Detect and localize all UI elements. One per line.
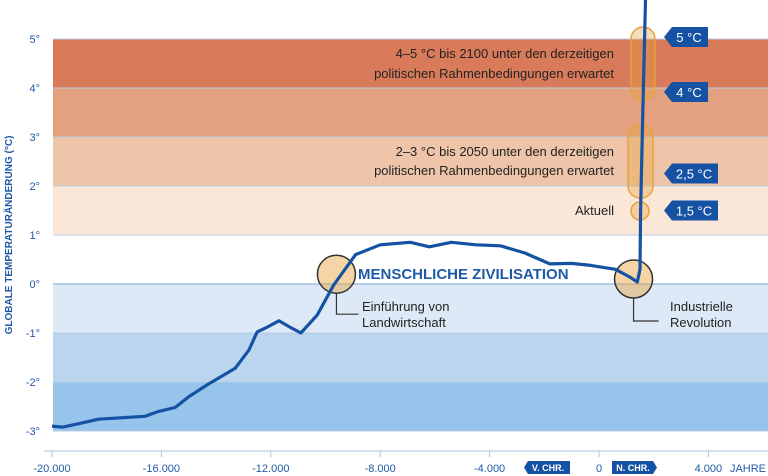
y-axis-label: GLOBALE TEMPERATURÄNDERUNG (°C) [2, 136, 15, 335]
ad-label: N. CHR. [616, 463, 650, 473]
value-tag [664, 200, 718, 221]
y-tick-label: 3° [29, 132, 40, 144]
value-tag-label: 1,5 °C [676, 204, 712, 219]
y-tick-label: -3° [26, 426, 40, 438]
value-tag [664, 27, 708, 47]
temperature-line [51, 0, 648, 429]
temperature-band [53, 333, 768, 382]
y-tick-label: 2° [29, 181, 40, 193]
leader-line [335, 293, 359, 315]
x-tick-label: 4.000 [695, 463, 723, 475]
agriculture-label: Einführung von [362, 299, 449, 314]
y-tick-label: 1° [29, 230, 40, 242]
x-tick-label: -8.000 [365, 463, 396, 475]
temperature-band [53, 137, 768, 186]
leader-line [632, 298, 659, 322]
range-45-label: 4–5 °C bis 2100 unter den derzeitigen [396, 46, 614, 61]
temperature-band [53, 284, 768, 333]
x-tick-label: -4.000 [474, 463, 505, 475]
value-tag-label: 4 °C [676, 85, 701, 100]
range-23-label: 2–3 °C bis 2050 unter den derzeitigen [396, 144, 614, 159]
ad-tag [612, 461, 657, 474]
industrial-label: Revolution [670, 315, 731, 330]
y-tick-label: 0° [29, 279, 40, 291]
y-tick-label: -1° [26, 328, 40, 340]
x-axis-label: JAHRE [730, 463, 766, 475]
x-tick-label: -12.000 [252, 463, 289, 475]
y-tick-label: 4° [29, 83, 40, 95]
value-tag-label: 5 °C [676, 30, 701, 45]
temperature-band [53, 382, 768, 431]
temperature-band [53, 88, 768, 137]
x-tick-label: -20.000 [33, 463, 70, 475]
x-tick-label: 0 [596, 463, 602, 475]
industrial-label: Industrielle [670, 299, 733, 314]
x-tick-label: -16.000 [143, 463, 180, 475]
range-45-label: politischen Rahmenbedingungen erwartet [374, 66, 614, 81]
range-23-label: politischen Rahmenbedingungen erwartet [374, 163, 614, 178]
agriculture-label: Landwirtschaft [362, 315, 446, 330]
bc-tag [524, 461, 570, 474]
current-label: Aktuell [575, 203, 614, 218]
value-tag-label: 2,5 °C [676, 167, 712, 182]
y-tick-label: -2° [26, 377, 40, 389]
y-tick-label: 5° [29, 34, 40, 46]
value-tag [664, 82, 708, 102]
value-tag [664, 163, 718, 184]
temperature-band [53, 186, 768, 235]
bc-label: V. CHR. [532, 463, 564, 473]
temperature-band [53, 39, 768, 88]
civilization-label: MENSCHLICHE ZIVILISATION [358, 266, 569, 283]
